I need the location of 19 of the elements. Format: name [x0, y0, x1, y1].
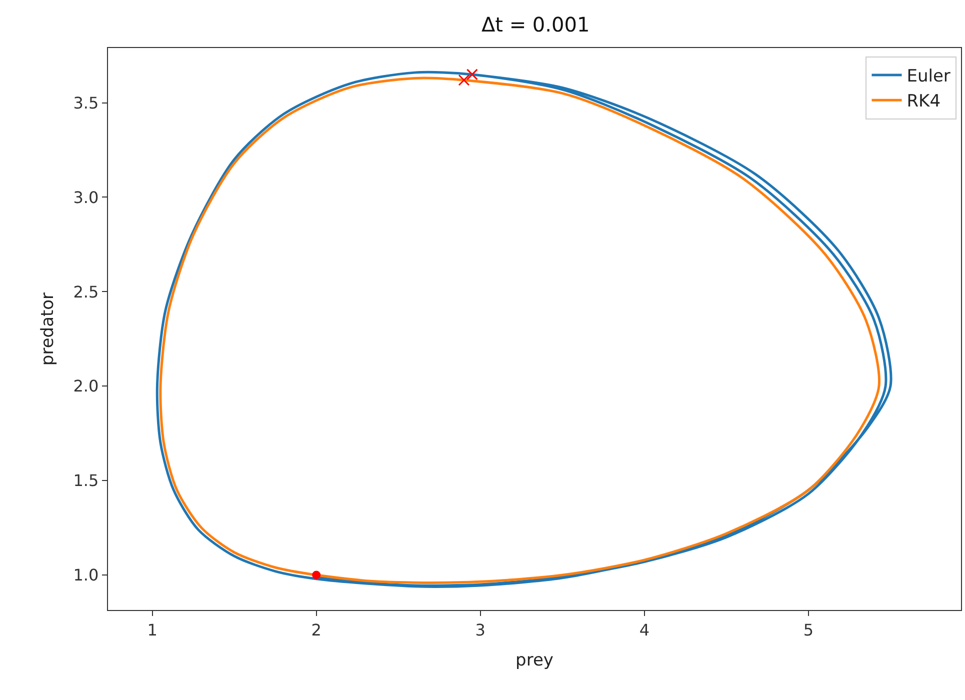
x-axis-title: prey	[516, 650, 554, 671]
y-tick-label: 1.5	[73, 471, 99, 490]
y-tick-label: 2.0	[73, 376, 99, 396]
x-tick-label: 1	[147, 620, 158, 640]
legend-label: RK4	[906, 92, 941, 112]
point	[458, 74, 470, 86]
y-tick-label: 1.0	[73, 566, 99, 585]
legend-label: Euler	[906, 66, 950, 87]
y-tick-label: 2.5	[73, 282, 99, 302]
y-tick-label: 3.5	[73, 93, 99, 112]
x-tick-label: 3	[475, 620, 486, 640]
x-tick-label: 4	[639, 620, 650, 640]
chart-title: Δt = 0.001	[481, 12, 590, 36]
x-tick-label: 2	[311, 620, 322, 640]
y-axis-title: predator	[38, 292, 58, 366]
y-tick-label: 3.0	[73, 188, 99, 207]
point	[466, 68, 478, 80]
x-tick-label: 5	[803, 620, 814, 640]
point	[312, 570, 321, 580]
